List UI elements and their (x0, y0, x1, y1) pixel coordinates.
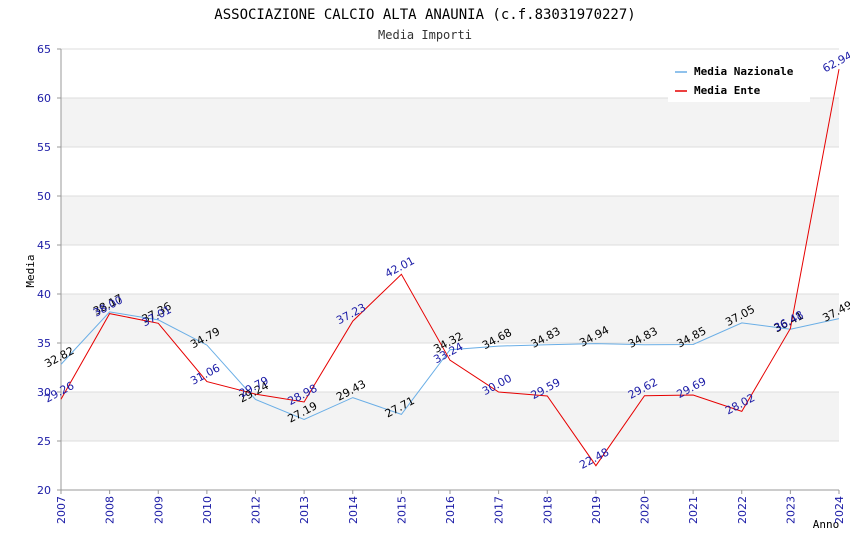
y-tick-labels: 20 25 30 35 40 45 50 55 60 65 (37, 43, 51, 497)
x-tick-label: 2007 (55, 496, 68, 524)
grid-band (61, 245, 839, 294)
grid-band (61, 196, 839, 245)
y-tick-label: 65 (37, 43, 51, 56)
x-tick-label: 2020 (639, 496, 652, 524)
x-tick-label: 2021 (687, 496, 700, 524)
y-tick-label: 55 (37, 141, 51, 154)
grid-band (61, 147, 839, 196)
y-tick-label: 35 (37, 337, 51, 350)
series-line-media-nazionale (60, 311, 840, 421)
legend-label-media-ente: Media Ente (694, 84, 761, 97)
series-lines (60, 69, 840, 467)
x-tick-label: 2017 (493, 496, 506, 524)
x-tick-label: 2009 (152, 496, 165, 524)
x-tick-label: 2008 (104, 496, 117, 524)
x-axis-label: Anno (813, 518, 840, 531)
x-tick-label: 2022 (736, 496, 749, 524)
chart-subtitle: Media Importi (378, 28, 472, 42)
grid-band (61, 343, 839, 392)
y-tick-label: 60 (37, 92, 51, 105)
x-tick-label: 2018 (541, 496, 554, 524)
y-tick-label: 40 (37, 288, 51, 301)
legend-box (668, 60, 810, 102)
x-tick-label: 2024 (833, 496, 846, 524)
grid-band (61, 441, 839, 490)
x-tick-label: 2019 (590, 496, 603, 524)
chart-title: ASSOCIAZIONE CALCIO ALTA ANAUNIA (c.f.83… (214, 7, 635, 23)
y-tick-label: 20 (37, 484, 51, 497)
y-tick-label: 30 (37, 386, 51, 399)
grid-bands (61, 49, 839, 490)
x-tick-label: 2016 (444, 496, 457, 524)
x-tick-label: 2010 (201, 496, 214, 524)
grid-band (61, 392, 839, 441)
legend: Media Nazionale Media Ente (668, 60, 810, 102)
y-tick-label: 50 (37, 190, 51, 203)
x-tick-label: 2013 (298, 496, 311, 524)
x-tick-label: 2023 (784, 496, 797, 524)
grid-band (61, 294, 839, 343)
x-tick-label: 2014 (347, 496, 360, 524)
x-tick-label: 2012 (250, 496, 263, 524)
y-axis-label: Media (24, 254, 37, 287)
series-line-media-ente (60, 69, 840, 467)
y-tick-label: 25 (37, 435, 51, 448)
legend-label-media-nazionale: Media Nazionale (694, 65, 794, 78)
axes (57, 48, 840, 494)
y-tick-label: 45 (37, 239, 51, 252)
grid-band (61, 98, 839, 147)
x-tick-labels: 2007 2008 2009 2010 2012 2013 2014 2015 2016 2017… (55, 496, 846, 524)
x-tick-label: 2015 (395, 496, 408, 524)
